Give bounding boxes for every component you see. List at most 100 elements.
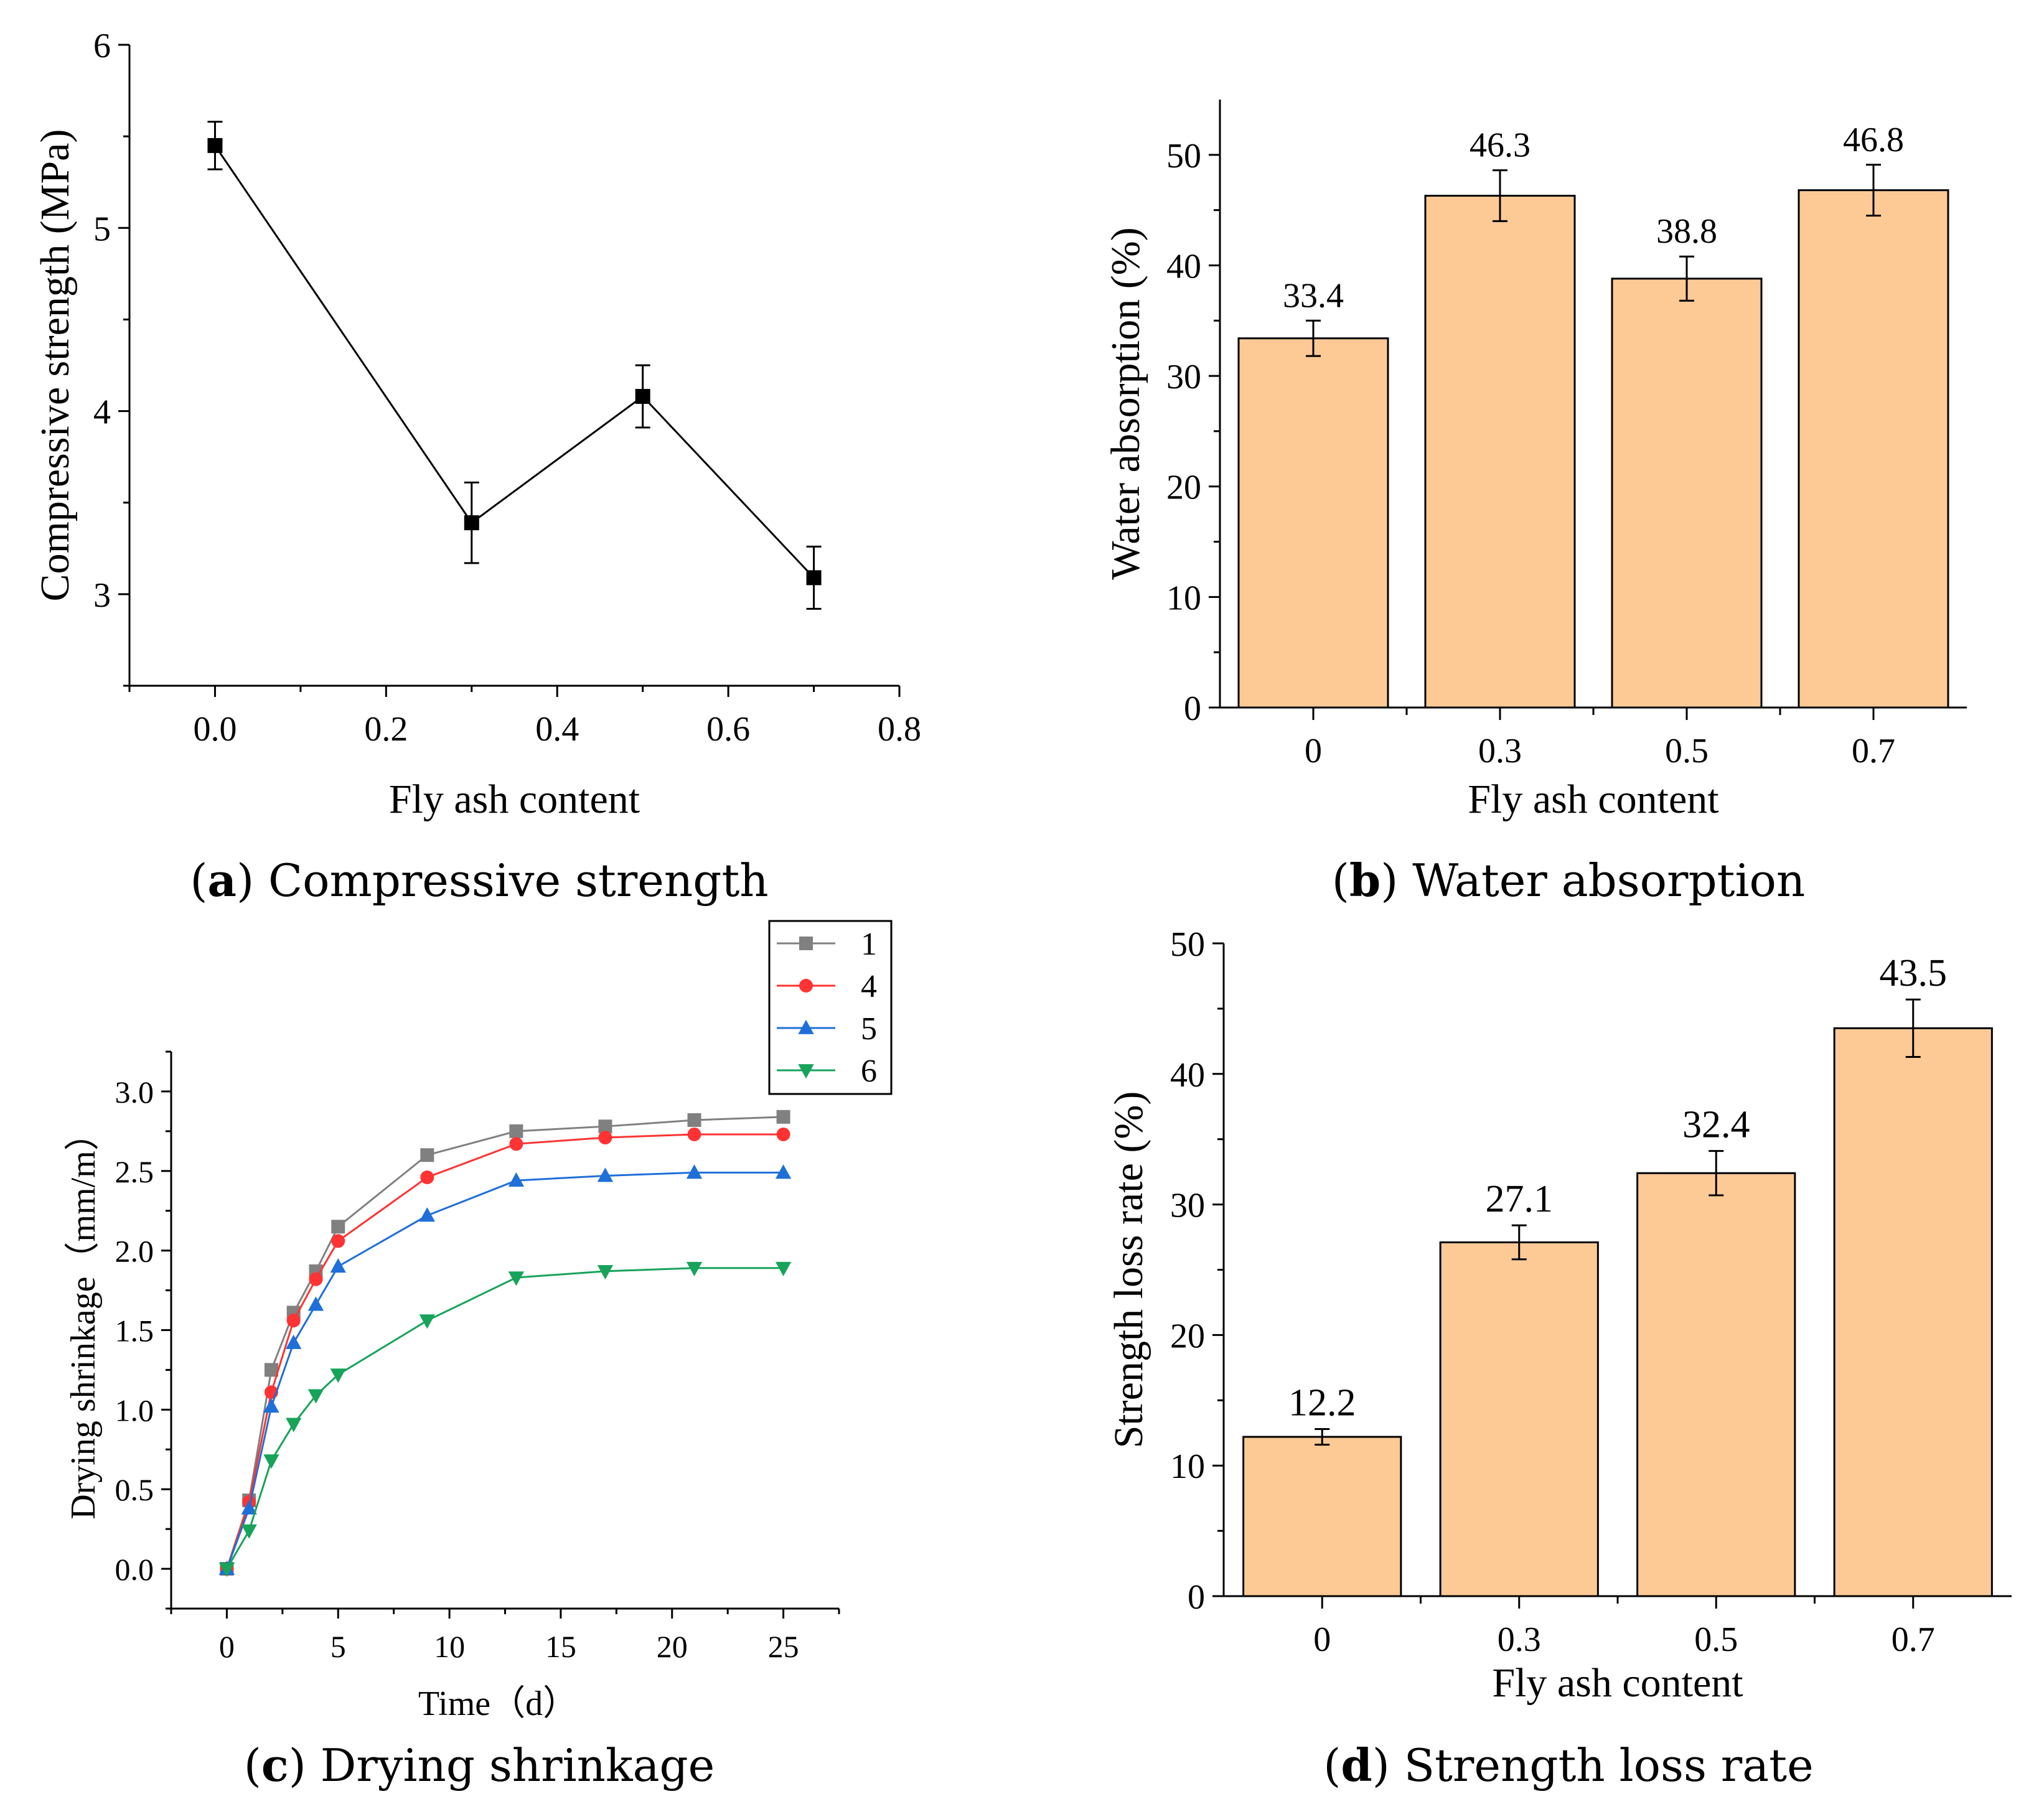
- data-point: [775, 1164, 792, 1179]
- x-tick-label: 25: [768, 1629, 799, 1664]
- data-point: [686, 1164, 703, 1179]
- x-tick-label: 10: [434, 1629, 465, 1664]
- x-tick-label: 5: [331, 1629, 346, 1664]
- legend-marker: [799, 979, 813, 993]
- bar: [1237, 337, 1389, 709]
- data-point: [263, 1454, 279, 1469]
- data-point: [419, 1207, 435, 1222]
- legend-box: [768, 920, 893, 1095]
- panel-d-strength-loss-rate: 0 10 20 30 40 50 0 12.2 0.3 27.1 0.5 32.4 0.7 43.5 Fly…: [1106, 925, 2012, 1792]
- data-point: [307, 1389, 324, 1404]
- data-point: [286, 1314, 301, 1328]
- data-label: 32.4: [1682, 1104, 1750, 1146]
- x-tick-label: 0.2: [364, 710, 408, 749]
- x-axis-title: Fly ash content: [1468, 777, 1718, 822]
- data-label: 27.1: [1486, 1178, 1554, 1220]
- panel-b-water-absorption: 0 10 20 30 40 50 0 33.4 0.3 46.3 0.5 38.8 0.7 46.8 Fly…: [1103, 100, 1967, 907]
- y-tick-label: 30: [1170, 1187, 1205, 1225]
- x-tick-label: 0.7: [1892, 1620, 1935, 1659]
- data-point: [776, 1127, 790, 1141]
- y-tick-label: 1.5: [115, 1314, 154, 1348]
- y-tick-label: 40: [1170, 1056, 1205, 1095]
- y-tick-label: 50: [1170, 925, 1205, 964]
- x-axis-title: Fly ash content: [389, 777, 640, 822]
- data-point: [330, 1368, 346, 1383]
- y-tick-label: 2.5: [115, 1154, 154, 1189]
- data-point: [775, 1261, 792, 1276]
- legend-label: 6: [861, 1054, 877, 1089]
- y-tick-label: 2.0: [115, 1234, 154, 1269]
- x-tick-label: 0.8: [878, 710, 921, 749]
- data-point: [241, 1524, 257, 1539]
- x-tick-label: 0.0: [193, 710, 237, 749]
- x-tick-label: 0.5: [1694, 1620, 1738, 1659]
- series-line: [214, 145, 815, 579]
- y-axis-title: Water absorption (%): [1103, 227, 1148, 579]
- panel-c-drying-shrinkage: 0.0 0.5 1.0 1.5 2.0 2.5 3.0 0 5 10 15 20 25 1 4 5 6 Time（…: [64, 920, 893, 1792]
- data-point: [241, 1500, 257, 1515]
- data-point: [309, 1272, 323, 1286]
- x-tick-label: 0.5: [1665, 732, 1709, 770]
- data-label: 46.3: [1470, 126, 1531, 165]
- data-point: [598, 1119, 612, 1134]
- y-tick-label: 6: [93, 27, 111, 65]
- y-tick-label: 50: [1166, 137, 1201, 175]
- legend: 1 4 5 6: [768, 920, 893, 1095]
- x-tick-label: 0.7: [1852, 732, 1895, 770]
- legend-marker: [799, 937, 813, 950]
- data-point: [508, 1172, 525, 1187]
- y-tick-label: 10: [1170, 1447, 1205, 1486]
- x-axis-title: Time（d）: [418, 1685, 578, 1723]
- data-label: 46.8: [1843, 121, 1904, 159]
- y-axis-title: Strength loss rate (%): [1106, 1091, 1151, 1449]
- y-tick-label: 20: [1166, 469, 1201, 507]
- data-point: [597, 1264, 614, 1280]
- bar: [1798, 189, 1949, 709]
- x-tick-label: 0: [219, 1629, 235, 1664]
- bar: [1636, 1172, 1796, 1597]
- x-tick-label: 0.3: [1478, 732, 1522, 770]
- legend-marker: [798, 1064, 814, 1079]
- data-point: [207, 138, 223, 153]
- data-point: [508, 1271, 525, 1286]
- bar: [1242, 1436, 1402, 1597]
- series-5: [218, 1164, 792, 1575]
- data-label: 43.5: [1880, 952, 1948, 994]
- data-label: 33.4: [1283, 276, 1344, 315]
- x-tick-label: 15: [545, 1629, 576, 1664]
- data-point: [331, 1234, 345, 1248]
- series-4: [220, 1127, 790, 1576]
- data-label: 38.8: [1656, 212, 1717, 251]
- panel-caption: (d) Strength loss rate: [1323, 1739, 1813, 1792]
- y-tick-label: 20: [1170, 1317, 1205, 1355]
- legend-marker: [798, 1019, 814, 1034]
- legend-label: 5: [861, 1011, 877, 1047]
- y-tick-label: 0.5: [115, 1472, 154, 1507]
- data-point: [464, 515, 479, 531]
- y-tick-label: 4: [93, 393, 111, 432]
- data-point: [686, 1261, 703, 1276]
- y-tick-label: 10: [1166, 579, 1201, 617]
- data-point: [420, 1171, 434, 1185]
- data-point: [330, 1258, 346, 1273]
- y-tick-label: 0: [1188, 1578, 1205, 1617]
- y-axis-title: Compressive strength (MPa): [32, 129, 78, 602]
- data-point: [687, 1113, 701, 1127]
- data-point: [687, 1127, 701, 1141]
- x-tick-label: 0.4: [535, 710, 579, 749]
- y-tick-label: 3: [93, 576, 111, 615]
- y-tick-label: 0.0: [115, 1552, 154, 1587]
- y-tick-label: 5: [93, 210, 111, 248]
- x-tick-label: 20: [657, 1629, 688, 1664]
- data-label: 12.2: [1288, 1381, 1356, 1424]
- x-tick-label: 0.3: [1498, 1620, 1541, 1659]
- data-point: [509, 1124, 523, 1138]
- legend-label: 1: [861, 927, 877, 962]
- panel-a-compressive-strength: 3 4 5 6 0.0 0.2 0.4 0.6 0.8 Fly ash content Compre…: [32, 27, 921, 907]
- legend-label: 4: [861, 969, 877, 1004]
- x-tick-label: 0: [1305, 732, 1322, 770]
- data-point: [331, 1220, 345, 1234]
- bar: [1424, 195, 1576, 709]
- data-point: [263, 1398, 279, 1413]
- x-tick-label: 0.6: [706, 710, 750, 749]
